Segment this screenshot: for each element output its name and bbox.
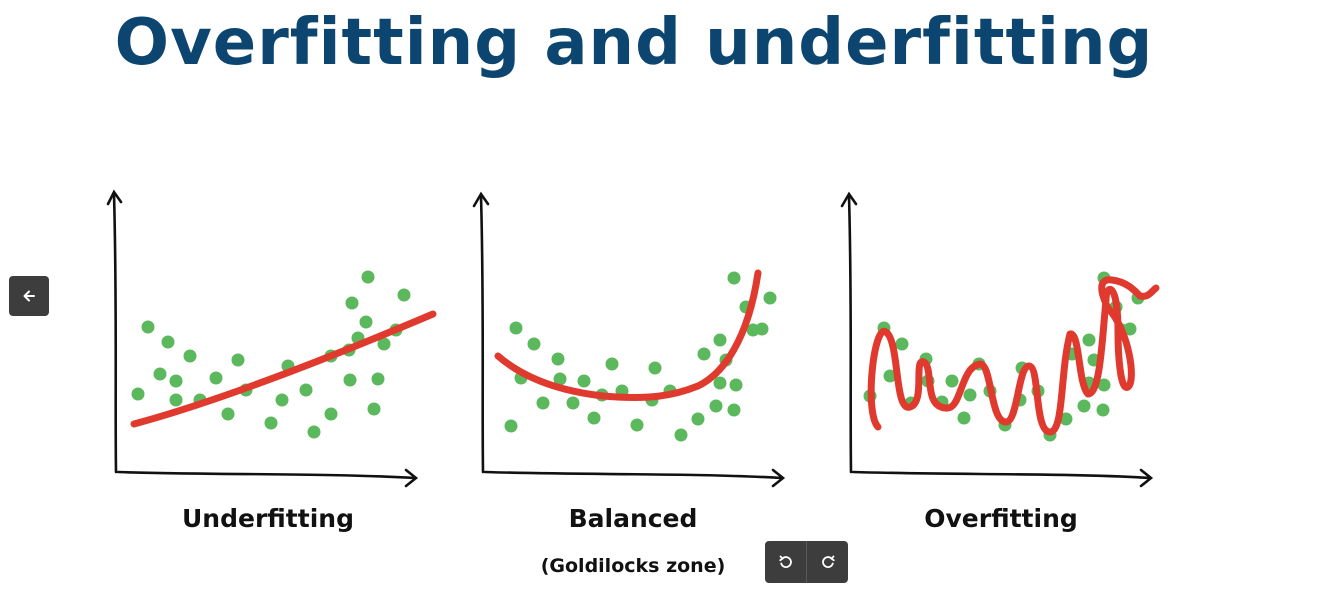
underfitting-y-arrow <box>106 189 123 206</box>
data-point <box>727 403 741 417</box>
data-point <box>577 374 591 388</box>
data-point <box>161 335 175 349</box>
fitting-illustration <box>106 189 1160 488</box>
data-point <box>131 387 145 401</box>
data-point <box>553 372 567 386</box>
data-point <box>307 425 321 439</box>
data-point <box>183 349 197 363</box>
data-point <box>1077 399 1091 413</box>
underfitting-x-arrow <box>404 468 419 488</box>
balanced-y-arrow <box>472 191 490 208</box>
rotate-right-icon <box>821 555 835 568</box>
data-point <box>536 396 550 410</box>
data-point <box>763 291 777 305</box>
data-point <box>587 411 601 425</box>
data-point <box>551 352 565 366</box>
overfitting-axes <box>840 191 1154 488</box>
data-point <box>1096 403 1110 417</box>
balanced-fit-curve <box>494 269 762 401</box>
slide-title: Overfitting and underfitting <box>114 6 1154 80</box>
data-point <box>343 373 357 387</box>
data-point <box>361 270 375 284</box>
overfitting-x-arrow <box>1139 468 1154 488</box>
data-point <box>169 393 183 407</box>
balanced-x-arrow <box>771 468 786 488</box>
data-point <box>275 393 289 407</box>
underfitting-x-axis <box>116 470 417 480</box>
data-point <box>504 419 518 433</box>
overfitting-points <box>863 271 1145 442</box>
data-point <box>377 337 391 351</box>
overfitting-label: Overfitting <box>924 504 1078 533</box>
arrow-left-icon <box>23 290 35 302</box>
data-point <box>1082 333 1096 347</box>
data-point <box>605 357 619 371</box>
data-point <box>324 407 338 421</box>
data-point <box>963 388 977 402</box>
data-point <box>221 407 235 421</box>
data-point <box>883 369 897 383</box>
overfitting-y-axis <box>847 194 853 474</box>
data-point <box>674 428 688 442</box>
rotate-right-button[interactable] <box>806 541 848 583</box>
data-point <box>895 337 909 351</box>
data-point <box>691 412 705 426</box>
overfitting-fit-curve <box>867 276 1160 436</box>
rotate-left-icon <box>778 555 792 568</box>
data-point <box>367 402 381 416</box>
data-point <box>697 347 711 361</box>
data-point <box>1059 412 1073 426</box>
data-point <box>153 367 167 381</box>
data-point <box>1123 322 1137 336</box>
data-point <box>264 416 278 430</box>
balanced-label: Balanced <box>568 504 698 533</box>
underfitting-label: Underfitting <box>182 504 354 533</box>
rotate-left-button[interactable] <box>765 541 806 583</box>
goldilocks-zone-label: (Goldilocks zone) <box>540 555 726 577</box>
data-point <box>1097 378 1111 392</box>
overfitting-x-axis <box>851 470 1152 480</box>
data-point <box>359 315 373 329</box>
data-point <box>566 396 580 410</box>
balanced-y-axis <box>479 194 485 474</box>
rotate-toolbar <box>765 541 848 583</box>
data-point <box>630 418 644 432</box>
data-point <box>371 372 385 386</box>
balanced-axes <box>472 191 786 488</box>
data-point <box>729 378 743 392</box>
overfitting-y-arrow <box>840 191 858 208</box>
underfitting-axes <box>106 189 419 488</box>
balanced-x-axis <box>483 470 784 480</box>
underfitting-fit-line <box>130 310 437 428</box>
data-point <box>648 361 662 375</box>
data-point <box>709 399 723 413</box>
data-point <box>957 411 971 425</box>
back-button[interactable] <box>9 276 49 316</box>
underfitting-y-axis <box>112 192 118 474</box>
data-point <box>755 322 769 336</box>
data-point <box>169 374 183 388</box>
data-point <box>345 296 359 310</box>
illustration-panels <box>88 182 1178 502</box>
data-point <box>945 374 959 388</box>
data-point <box>509 321 523 335</box>
data-point <box>209 371 223 385</box>
data-point <box>727 271 741 285</box>
data-point <box>231 353 245 367</box>
balanced-points <box>504 271 777 442</box>
data-point <box>397 288 411 302</box>
underfitting-points <box>131 270 411 439</box>
data-point <box>713 333 727 347</box>
data-point <box>527 337 541 351</box>
data-point <box>299 383 313 397</box>
data-point <box>713 376 727 390</box>
data-point <box>141 320 155 334</box>
